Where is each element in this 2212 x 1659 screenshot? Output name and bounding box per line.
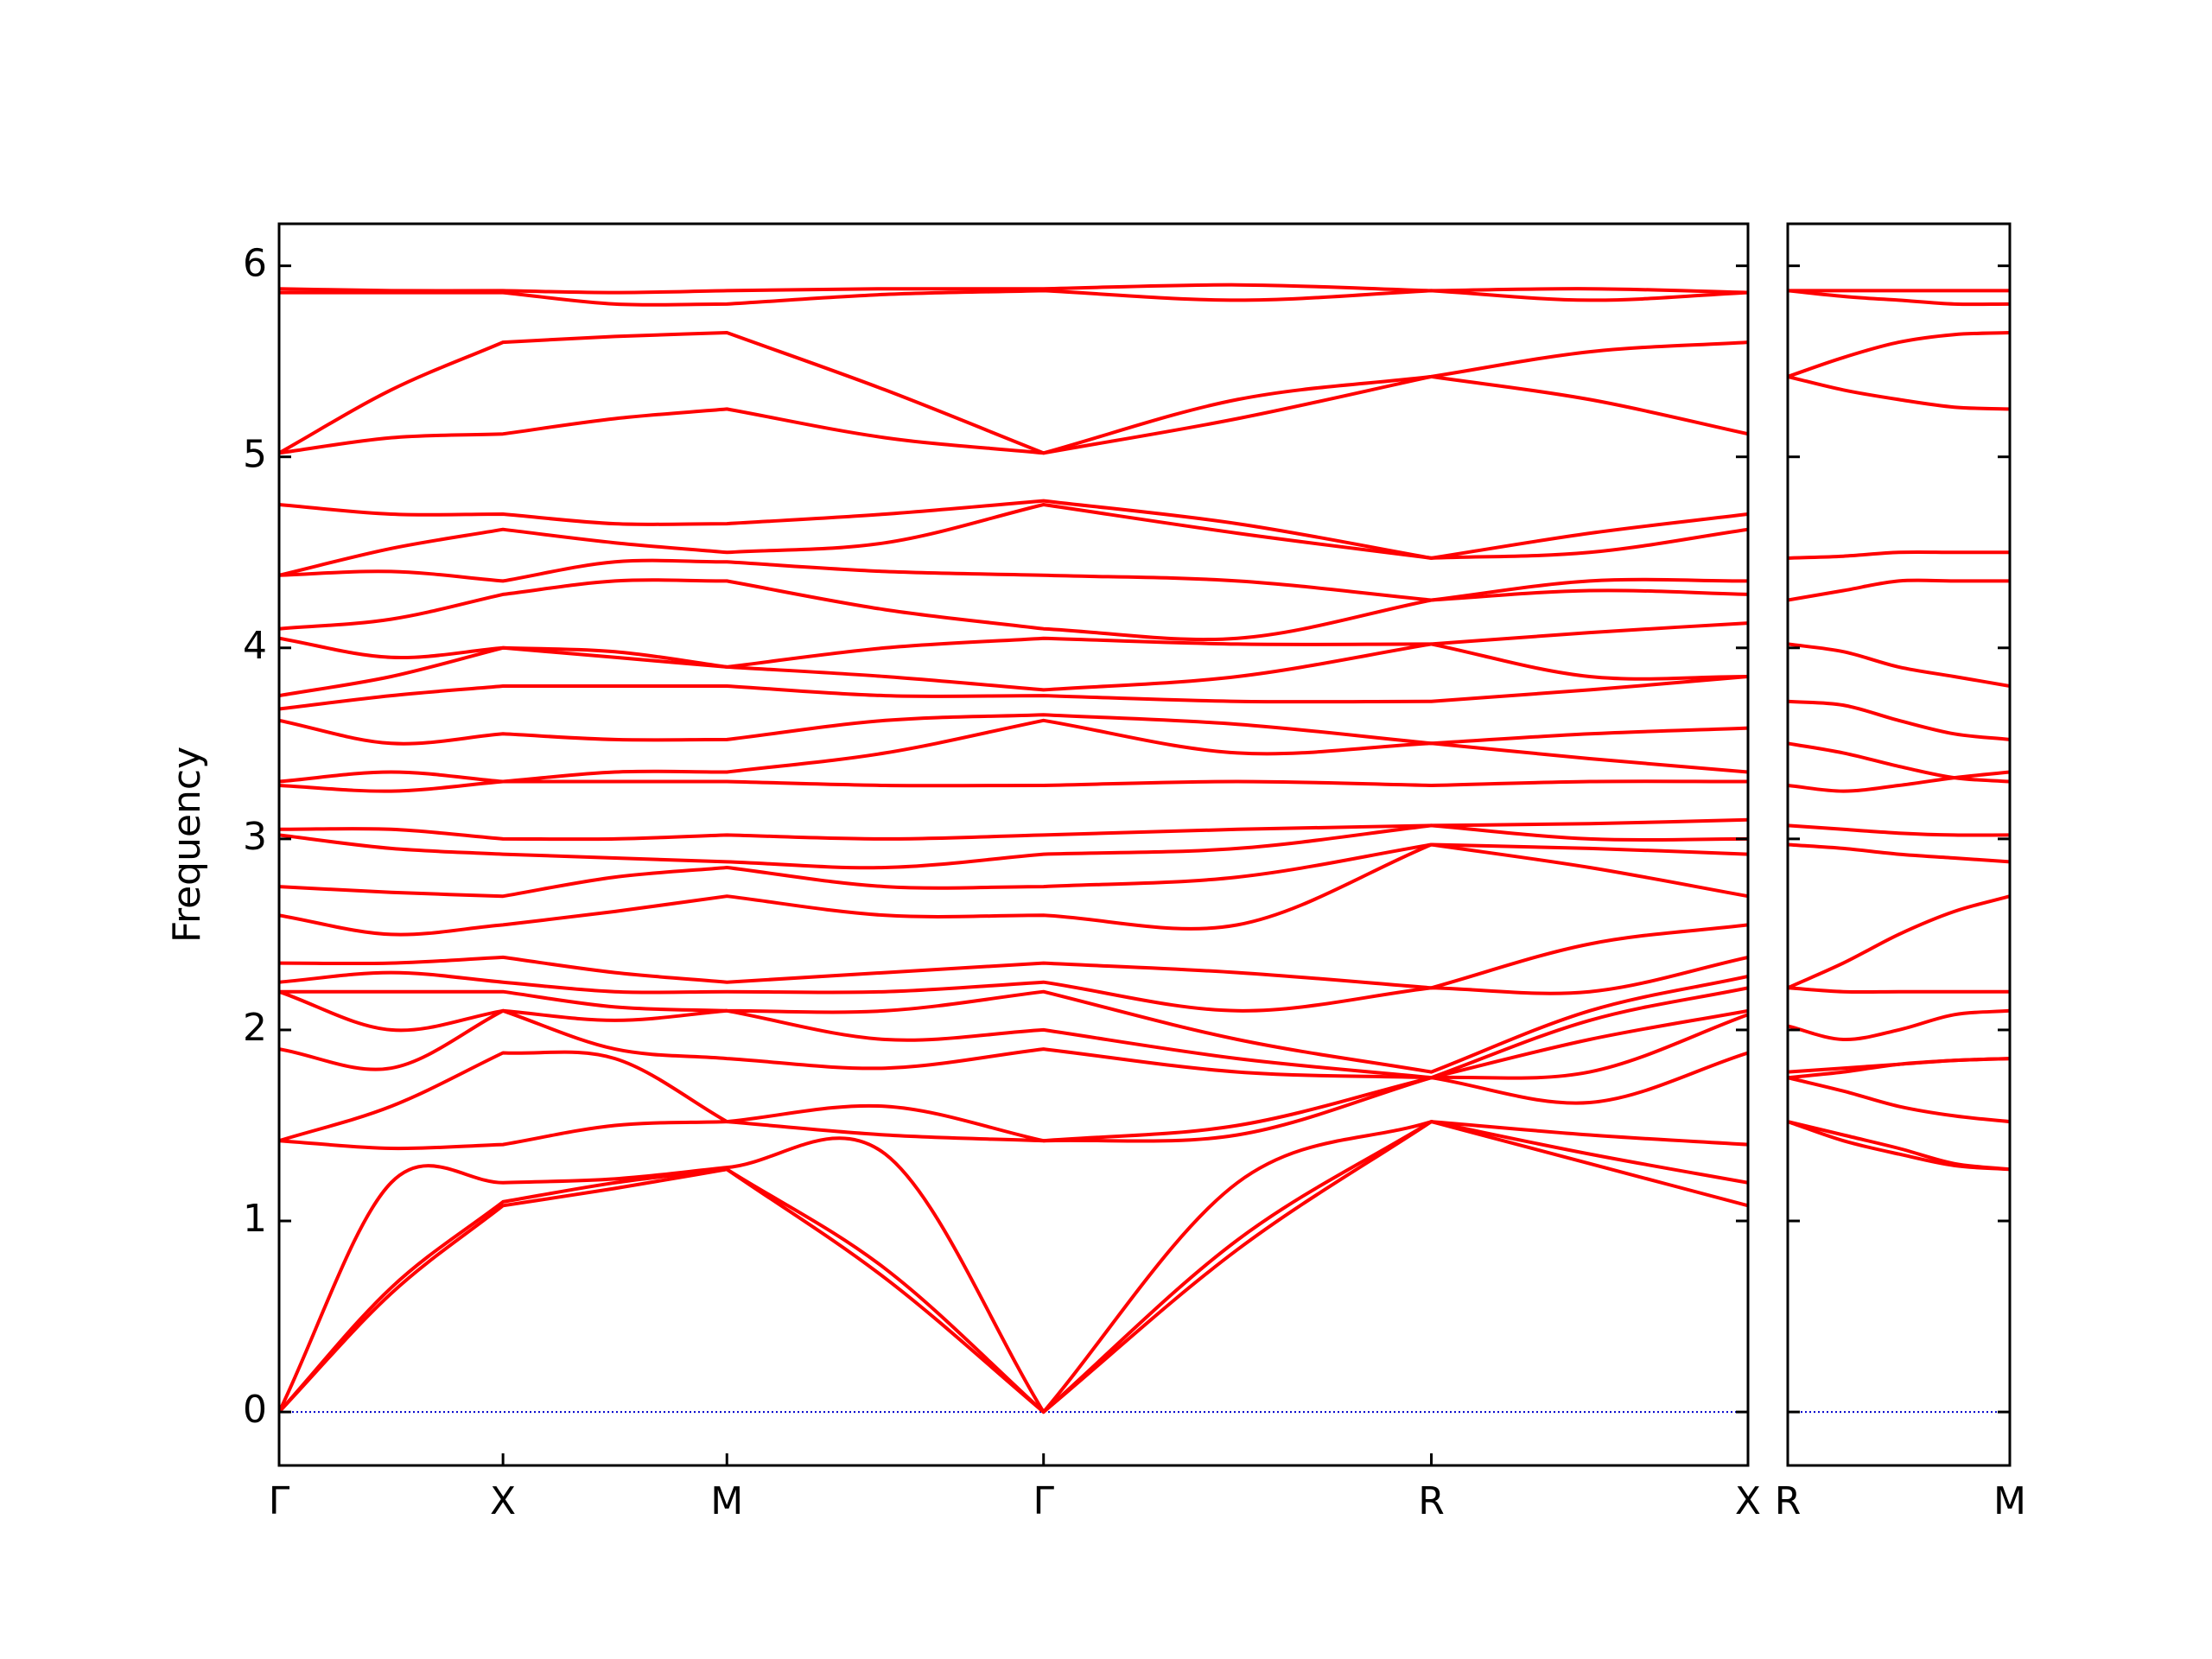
- band-line: [1788, 289, 2010, 307]
- plot-frame: [277, 222, 1750, 1467]
- band-line: [1788, 1057, 2010, 1074]
- band-line: [279, 986, 1748, 1080]
- band-line: [279, 779, 1748, 793]
- y-tick-label: 4: [243, 624, 267, 668]
- x-tick-label: R: [1775, 1479, 1802, 1523]
- y-tick-label: 1: [243, 1197, 267, 1241]
- band-line: [1788, 823, 2010, 837]
- band-line: [279, 713, 1748, 746]
- x-tick-label: M: [1993, 1479, 2026, 1523]
- band-line: [1788, 374, 2010, 411]
- band-line: [1788, 1008, 2010, 1042]
- band-line: [279, 718, 1748, 784]
- y-tick-label: 0: [243, 1388, 267, 1432]
- band-line: [279, 975, 1748, 1074]
- band-line: [279, 923, 1748, 990]
- band-line: [279, 621, 1748, 669]
- band-line: [279, 331, 1748, 455]
- band-line: [279, 817, 1748, 842]
- x-tick-label: M: [710, 1479, 743, 1523]
- y-tick-label: 6: [243, 242, 267, 286]
- band-line: [279, 675, 1748, 711]
- band-line: [279, 499, 1748, 560]
- band-line: [1788, 842, 2010, 864]
- band-line: [279, 283, 1748, 295]
- band-line: [1788, 550, 2010, 560]
- x-tick-label: X: [490, 1479, 516, 1523]
- band-line: [1788, 1120, 2010, 1172]
- band-line: [1788, 770, 2010, 793]
- x-tick-label: Γ: [269, 1479, 290, 1523]
- band-line: [1788, 894, 2010, 990]
- band-line: [1788, 642, 2010, 688]
- y-tick-label: 2: [243, 1006, 267, 1050]
- x-tick-label: Γ: [1033, 1479, 1054, 1523]
- band-line: [1788, 741, 2010, 784]
- band-line: [279, 1120, 1748, 1414]
- y-axis-label: Frequency: [165, 747, 209, 943]
- band-line: [1788, 986, 2010, 995]
- y-tick-label: 3: [243, 815, 267, 859]
- y-tick-label: 5: [243, 433, 267, 477]
- band-line: [1788, 331, 2010, 378]
- band-line: [279, 1120, 1748, 1414]
- plot-frame: [1786, 222, 2012, 1467]
- band-line: [279, 578, 1748, 642]
- band-line: [1788, 578, 2010, 602]
- band-line: [1788, 1076, 2010, 1124]
- band-line: [279, 503, 1748, 577]
- x-tick-label: R: [1418, 1479, 1445, 1523]
- x-tick-label: X: [1735, 1479, 1761, 1523]
- band-line: [279, 558, 1748, 602]
- band-line: [1788, 699, 2010, 741]
- band-line: [279, 374, 1748, 455]
- band-line: [279, 823, 1748, 870]
- band-line: [279, 955, 1748, 1013]
- band-line: [279, 1051, 1748, 1151]
- band-line: [279, 289, 1748, 307]
- band-line: [279, 1008, 1748, 1080]
- band-line: [279, 1013, 1748, 1143]
- band-line: [279, 842, 1748, 937]
- band-line: [279, 1120, 1748, 1414]
- band-line: [279, 842, 1748, 899]
